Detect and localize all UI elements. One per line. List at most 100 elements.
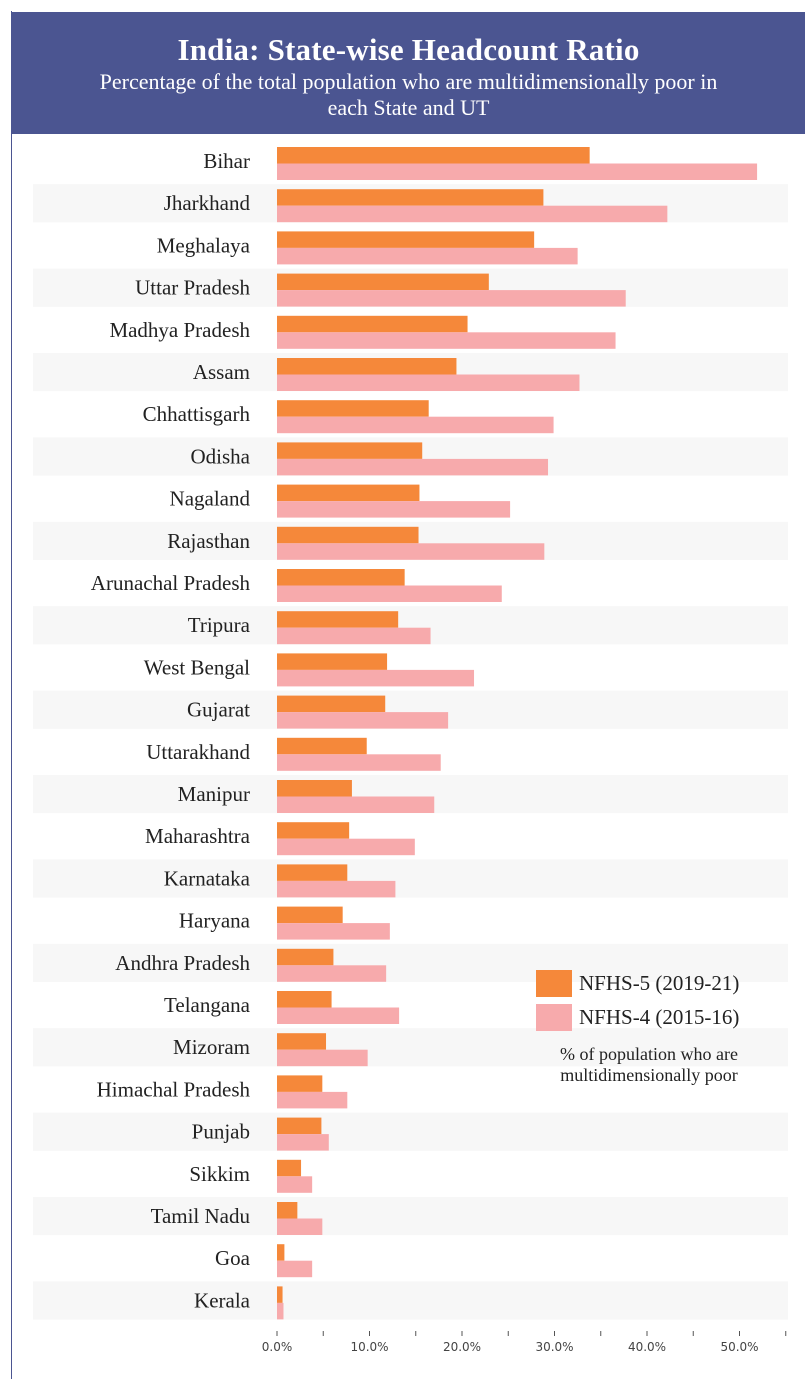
legend: NFHS-5 (2019-21) NFHS-4 (2015-16) % of p… bbox=[536, 966, 762, 1086]
category-label: Haryana bbox=[179, 909, 251, 933]
x-tick-label: 0.0% bbox=[262, 1340, 293, 1354]
bar-nfhs4 bbox=[277, 332, 616, 349]
category-label: Andhra Pradesh bbox=[115, 951, 250, 975]
category-label: Manipur bbox=[178, 782, 250, 806]
bar-nfhs4 bbox=[277, 543, 544, 560]
category-label: Nagaland bbox=[170, 487, 251, 511]
bar-nfhs4 bbox=[277, 1219, 322, 1236]
category-label: Maharashtra bbox=[145, 824, 251, 848]
bar-nfhs4 bbox=[277, 1134, 329, 1151]
bar-nfhs4 bbox=[277, 712, 448, 729]
x-tick-label: 20.0% bbox=[443, 1340, 481, 1354]
category-label: Telangana bbox=[164, 993, 251, 1017]
bar-nfhs4 bbox=[277, 417, 554, 434]
bar-nfhs4 bbox=[277, 754, 441, 771]
bar-nfhs4 bbox=[277, 881, 395, 898]
bar-nfhs4 bbox=[277, 375, 579, 392]
bar-nfhs5 bbox=[277, 1286, 283, 1303]
bar-nfhs5 bbox=[277, 316, 468, 333]
bar-nfhs5 bbox=[277, 1118, 321, 1135]
category-label: Uttarakhand bbox=[146, 740, 250, 764]
row-band bbox=[33, 1197, 788, 1235]
bar-nfhs5 bbox=[277, 189, 543, 206]
legend-item-nfhs4: NFHS-4 (2015-16) bbox=[536, 1000, 762, 1034]
bar-nfhs5 bbox=[277, 696, 385, 713]
category-label: Meghalaya bbox=[157, 233, 251, 257]
bar-nfhs5 bbox=[277, 527, 419, 544]
bar-nfhs5 bbox=[277, 738, 367, 755]
bar-nfhs4 bbox=[277, 839, 415, 856]
bar-nfhs5 bbox=[277, 442, 422, 459]
bar-nfhs4 bbox=[277, 459, 548, 476]
bar-nfhs4 bbox=[277, 1092, 347, 1109]
row-band bbox=[33, 859, 788, 897]
bar-nfhs5 bbox=[277, 991, 332, 1008]
bar-nfhs5 bbox=[277, 147, 590, 164]
x-tick-label: 10.0% bbox=[350, 1340, 388, 1354]
category-label: Arunachal Pradesh bbox=[91, 571, 251, 595]
category-label: Sikkim bbox=[189, 1162, 250, 1186]
category-label: Kerala bbox=[194, 1288, 251, 1312]
bar-nfhs4 bbox=[277, 501, 510, 517]
bar-nfhs5 bbox=[277, 569, 405, 586]
bar-nfhs5 bbox=[277, 485, 419, 502]
bar-nfhs4 bbox=[277, 1176, 312, 1193]
bar-nfhs4 bbox=[277, 628, 431, 645]
category-label: Himachal Pradesh bbox=[97, 1077, 251, 1101]
bar-nfhs4 bbox=[277, 965, 386, 982]
legend-label-nfhs5: NFHS-5 (2019-21) bbox=[579, 971, 739, 996]
legend-item-nfhs5: NFHS-5 (2019-21) bbox=[536, 966, 762, 1000]
bar-nfhs4 bbox=[277, 797, 434, 814]
x-tick-label: 50.0% bbox=[720, 1340, 758, 1354]
category-label: Chhattisgarh bbox=[143, 402, 251, 426]
x-tick-label: 30.0% bbox=[535, 1340, 573, 1354]
bar-nfhs4 bbox=[277, 923, 390, 940]
legend-swatch-nfhs4 bbox=[536, 1004, 572, 1031]
bar-nfhs5 bbox=[277, 780, 352, 797]
category-label: Uttar Pradesh bbox=[135, 276, 250, 300]
bar-nfhs4 bbox=[277, 586, 502, 603]
bar-nfhs5 bbox=[277, 1075, 322, 1092]
bar-nfhs5 bbox=[277, 1202, 297, 1219]
bar-nfhs4 bbox=[277, 290, 626, 307]
bar-nfhs4 bbox=[277, 248, 578, 265]
bar-nfhs5 bbox=[277, 1244, 284, 1261]
category-label: Mizoram bbox=[173, 1035, 250, 1059]
category-label: Jharkhand bbox=[164, 191, 251, 215]
bar-nfhs5 bbox=[277, 653, 387, 670]
category-label: Madhya Pradesh bbox=[109, 318, 250, 342]
category-label: West Bengal bbox=[144, 655, 250, 679]
bar-nfhs5 bbox=[277, 611, 398, 628]
category-label: Bihar bbox=[203, 149, 250, 173]
bar-nfhs5 bbox=[277, 1033, 326, 1050]
bar-nfhs4 bbox=[277, 164, 757, 181]
category-label: Karnataka bbox=[164, 866, 251, 890]
category-label: Tripura bbox=[188, 613, 251, 637]
legend-label-nfhs4: NFHS-4 (2015-16) bbox=[579, 1005, 739, 1030]
legend-swatch-nfhs5 bbox=[536, 970, 572, 997]
row-band bbox=[33, 1113, 788, 1151]
row-band bbox=[33, 1281, 788, 1319]
category-label: Gujarat bbox=[187, 698, 250, 722]
bar-nfhs4 bbox=[277, 1261, 312, 1278]
category-label: Punjab bbox=[192, 1120, 250, 1144]
bar-nfhs4 bbox=[277, 1303, 283, 1320]
bar-nfhs5 bbox=[277, 907, 343, 924]
bar-nfhs5 bbox=[277, 231, 534, 248]
category-label: Rajasthan bbox=[167, 529, 250, 553]
category-label: Odisha bbox=[191, 444, 251, 468]
bar-nfhs5 bbox=[277, 822, 349, 839]
category-label: Goa bbox=[215, 1246, 251, 1270]
bar-nfhs5 bbox=[277, 1160, 301, 1177]
x-tick-label: 40.0% bbox=[628, 1340, 666, 1354]
legend-note: % of population who are multidimensional… bbox=[536, 1044, 762, 1086]
bar-nfhs4 bbox=[277, 206, 667, 223]
bar-nfhs4 bbox=[277, 670, 474, 687]
bar-nfhs5 bbox=[277, 864, 347, 881]
category-label: Assam bbox=[193, 360, 250, 384]
bar-nfhs5 bbox=[277, 400, 429, 417]
category-label: Tamil Nadu bbox=[151, 1204, 251, 1228]
bar-nfhs5 bbox=[277, 358, 456, 375]
bar-nfhs4 bbox=[277, 1008, 399, 1025]
